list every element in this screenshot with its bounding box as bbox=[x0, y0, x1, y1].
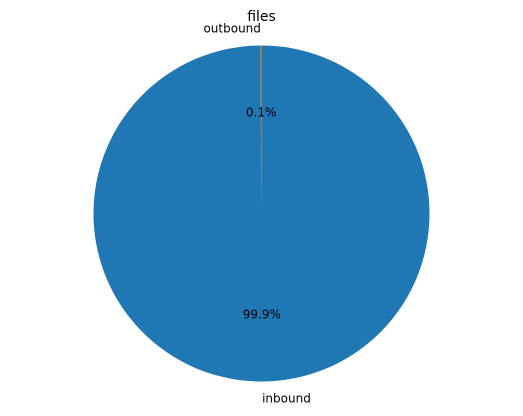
chart-title: files bbox=[247, 9, 276, 25]
slice-label-inbound: inbound bbox=[262, 391, 311, 405]
pie-labels: outbound 0.1% inbound 99.9% bbox=[203, 22, 310, 406]
slice-percent-inbound: 99.9% bbox=[243, 307, 281, 321]
pie-slices bbox=[93, 45, 430, 382]
pie-slice-outbound bbox=[260, 45, 262, 214]
pie-slice-inbound bbox=[93, 45, 430, 382]
slice-percent-outbound: 0.1% bbox=[246, 106, 277, 120]
slice-label-outbound: outbound bbox=[203, 22, 260, 36]
